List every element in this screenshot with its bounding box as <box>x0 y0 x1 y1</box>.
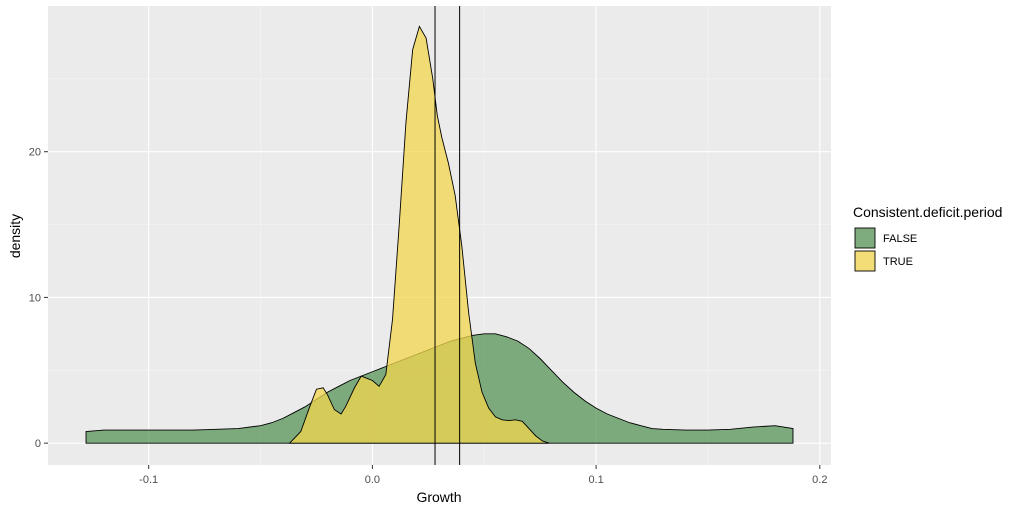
density-area-true <box>288 25 550 444</box>
legend: Consistent.deficit.period FALSE TRUE <box>853 204 1002 272</box>
y-tick-label: 20 <box>29 147 41 159</box>
x-axis-title: Growth <box>416 489 461 505</box>
density-areas <box>85 25 794 444</box>
x-tick-label: 0.1 <box>588 474 603 486</box>
legend-title: Consistent.deficit.period <box>853 204 1002 220</box>
x-tick-label: -0.1 <box>139 474 158 486</box>
x-tick-label: 0.0 <box>365 474 380 486</box>
y-tick-label: 0 <box>35 438 41 450</box>
y-axis-title: density <box>7 214 23 258</box>
reference-lines <box>434 6 461 465</box>
legend-label-false: FALSE <box>883 233 917 245</box>
x-tick-label: 0.2 <box>812 474 827 486</box>
y-tick-label: 10 <box>29 292 41 304</box>
legend-swatch-false <box>854 227 876 249</box>
axes: -0.1 0.0 0.1 0.2 0 10 20 <box>29 147 828 486</box>
legend-swatch-true <box>854 250 876 272</box>
legend-label-true: TRUE <box>883 256 913 268</box>
